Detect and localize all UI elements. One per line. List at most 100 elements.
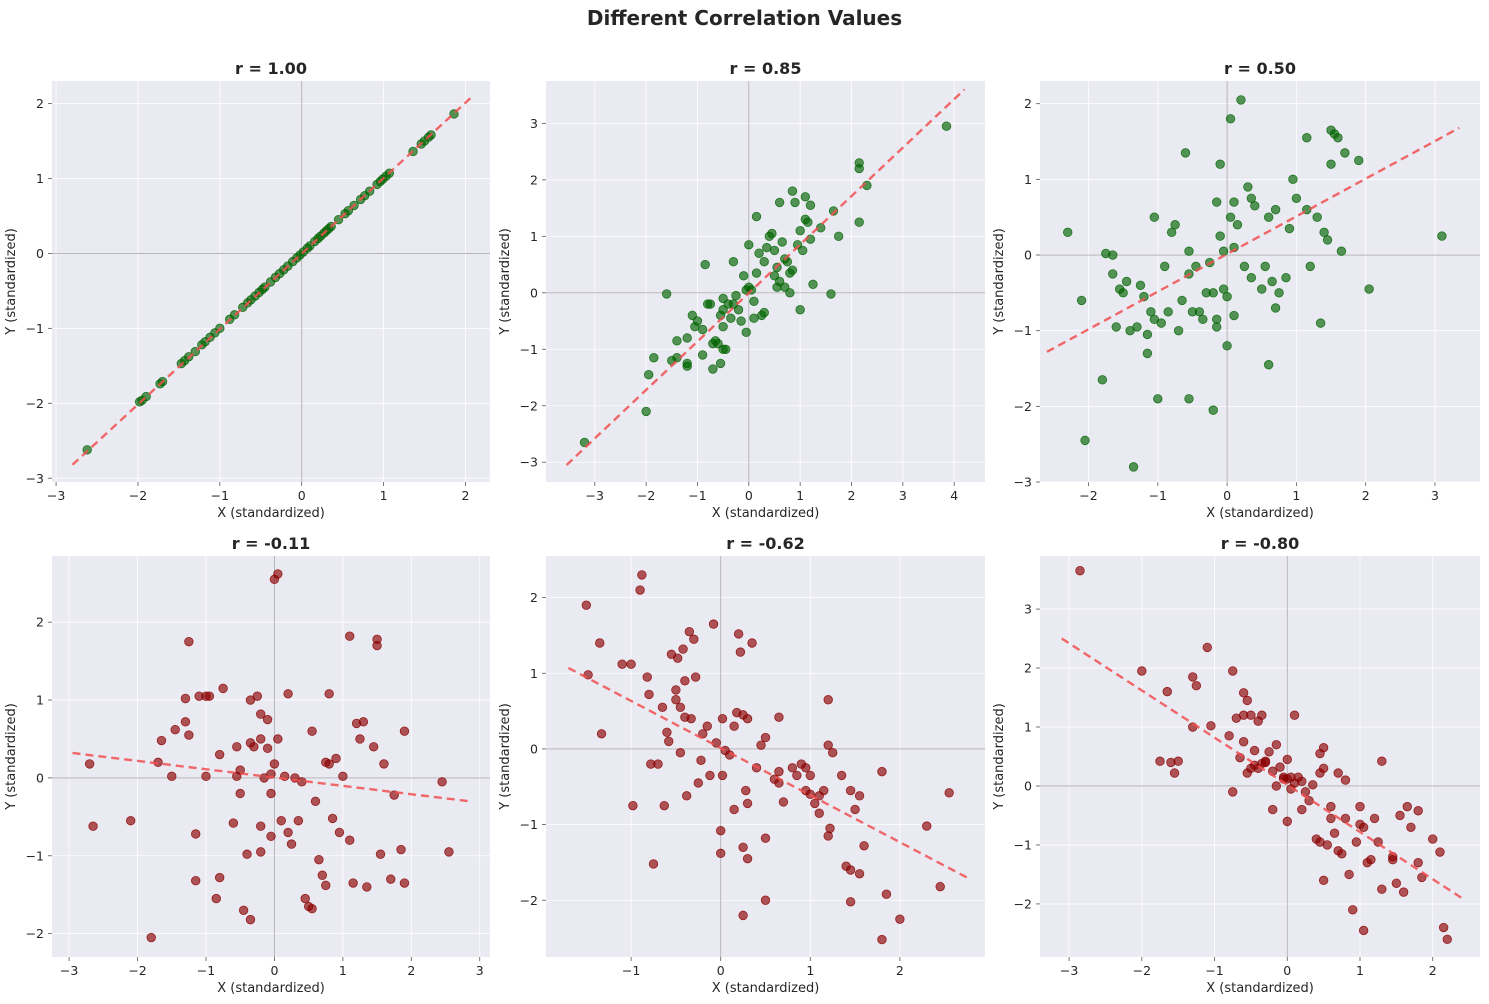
- data-point: [736, 316, 746, 326]
- data-point: [1142, 348, 1153, 359]
- x-tick-label: −3: [47, 488, 65, 503]
- data-point: [235, 788, 245, 799]
- data-point: [672, 336, 682, 346]
- data-point: [726, 313, 736, 323]
- x-tick-label: 1: [806, 963, 814, 978]
- data-point: [690, 672, 701, 682]
- data-point: [1318, 875, 1329, 886]
- data-point: [1239, 261, 1250, 272]
- y-tick-label: 2: [36, 615, 44, 630]
- data-point: [760, 732, 771, 743]
- data-point: [1312, 212, 1322, 222]
- data-point: [643, 369, 654, 380]
- data-point: [760, 833, 771, 843]
- data-point: [1108, 250, 1118, 260]
- data-point: [1329, 828, 1340, 838]
- y-tick-label: 1: [1024, 172, 1032, 187]
- data-point: [88, 821, 98, 831]
- data-point: [276, 816, 286, 826]
- data-point: [184, 636, 194, 647]
- data-point: [1398, 887, 1409, 897]
- data-point: [702, 721, 712, 731]
- data-point: [1340, 148, 1350, 158]
- data-point: [1149, 212, 1160, 222]
- data-point: [718, 321, 728, 332]
- scatter-panel-2: −3 −2 −1 0 1 2 3 4 −3 −2 −1 0 1 2 3 r = 0.85 X (standard…: [498, 59, 985, 521]
- data-point: [845, 785, 856, 796]
- data-point: [1260, 756, 1271, 766]
- data-point: [368, 742, 379, 752]
- scatter-panel-6: −3 −2 −1 0 1 2 −2 −1 0 1 2 3 r = -0.80 X (standardize…: [992, 534, 1480, 996]
- data-point: [1289, 710, 1300, 720]
- data-point: [238, 905, 249, 915]
- data-point: [1322, 235, 1333, 245]
- data-point: [1315, 318, 1326, 328]
- data-point: [1076, 295, 1087, 306]
- data-point: [641, 406, 651, 417]
- data-point: [635, 585, 645, 595]
- data-point: [358, 717, 369, 727]
- data-point: [1275, 762, 1285, 772]
- x-tick-label: 0: [745, 488, 753, 503]
- y-tick-label: −1: [26, 321, 44, 336]
- data-point: [1228, 787, 1238, 797]
- data-point: [245, 914, 256, 925]
- y-tick-label: −2: [26, 396, 44, 411]
- x-axis-label: X (standardized): [217, 981, 325, 996]
- y-tick-label: −2: [1014, 896, 1032, 911]
- data-point: [1358, 925, 1369, 936]
- data-point: [717, 713, 728, 724]
- x-tick-label: 1: [380, 488, 388, 503]
- data-point: [214, 872, 225, 883]
- data-point: [156, 735, 167, 746]
- data-point: [803, 217, 813, 227]
- plot-area: [1040, 556, 1480, 957]
- data-point: [700, 259, 710, 270]
- plot-area: [546, 81, 985, 482]
- data-point: [1270, 303, 1281, 313]
- data-point: [372, 640, 382, 651]
- data-point: [814, 808, 824, 818]
- data-point: [747, 638, 757, 648]
- data-point: [1340, 813, 1351, 824]
- data-point: [1111, 322, 1121, 332]
- data-point: [684, 626, 695, 637]
- data-point: [1249, 745, 1260, 756]
- data-point: [1075, 566, 1085, 576]
- data-point: [595, 638, 605, 648]
- scatter-panel-3: −2 −1 0 1 2 3 −3 −2 −1 0 1 2 r = 0.50 X (standardized…: [992, 59, 1480, 521]
- data-point: [266, 788, 276, 799]
- data-point: [307, 726, 317, 736]
- data-point: [146, 932, 156, 943]
- data-point: [317, 870, 328, 880]
- data-point: [795, 305, 805, 315]
- data-point: [1271, 781, 1282, 791]
- data-point: [1063, 227, 1073, 238]
- data-point: [825, 823, 835, 834]
- data-point: [256, 734, 266, 744]
- data-point: [355, 734, 365, 744]
- y-tick-label: 1: [530, 229, 538, 244]
- data-point: [334, 827, 345, 838]
- data-point: [214, 749, 225, 760]
- data-point: [1351, 837, 1362, 847]
- data-point: [1137, 666, 1147, 676]
- data-point: [1355, 801, 1365, 812]
- data-point: [671, 695, 681, 705]
- x-axis-label: X (standardized): [712, 981, 820, 996]
- data-point: [828, 206, 839, 216]
- data-point: [1170, 220, 1180, 230]
- data-point: [1225, 212, 1236, 222]
- data-point: [1218, 246, 1229, 256]
- data-point: [396, 844, 406, 855]
- panel-title: r = 0.50: [1224, 59, 1296, 78]
- y-axis-label: Y (standardized): [992, 703, 1007, 811]
- data-point: [211, 893, 221, 904]
- x-tick-label: 0: [298, 488, 306, 503]
- y-axis-label: Y (standardized): [498, 703, 513, 811]
- data-point: [1438, 922, 1449, 933]
- data-point: [1135, 280, 1146, 290]
- regression-line: [565, 88, 966, 466]
- data-point: [819, 785, 829, 796]
- data-point: [1308, 780, 1318, 790]
